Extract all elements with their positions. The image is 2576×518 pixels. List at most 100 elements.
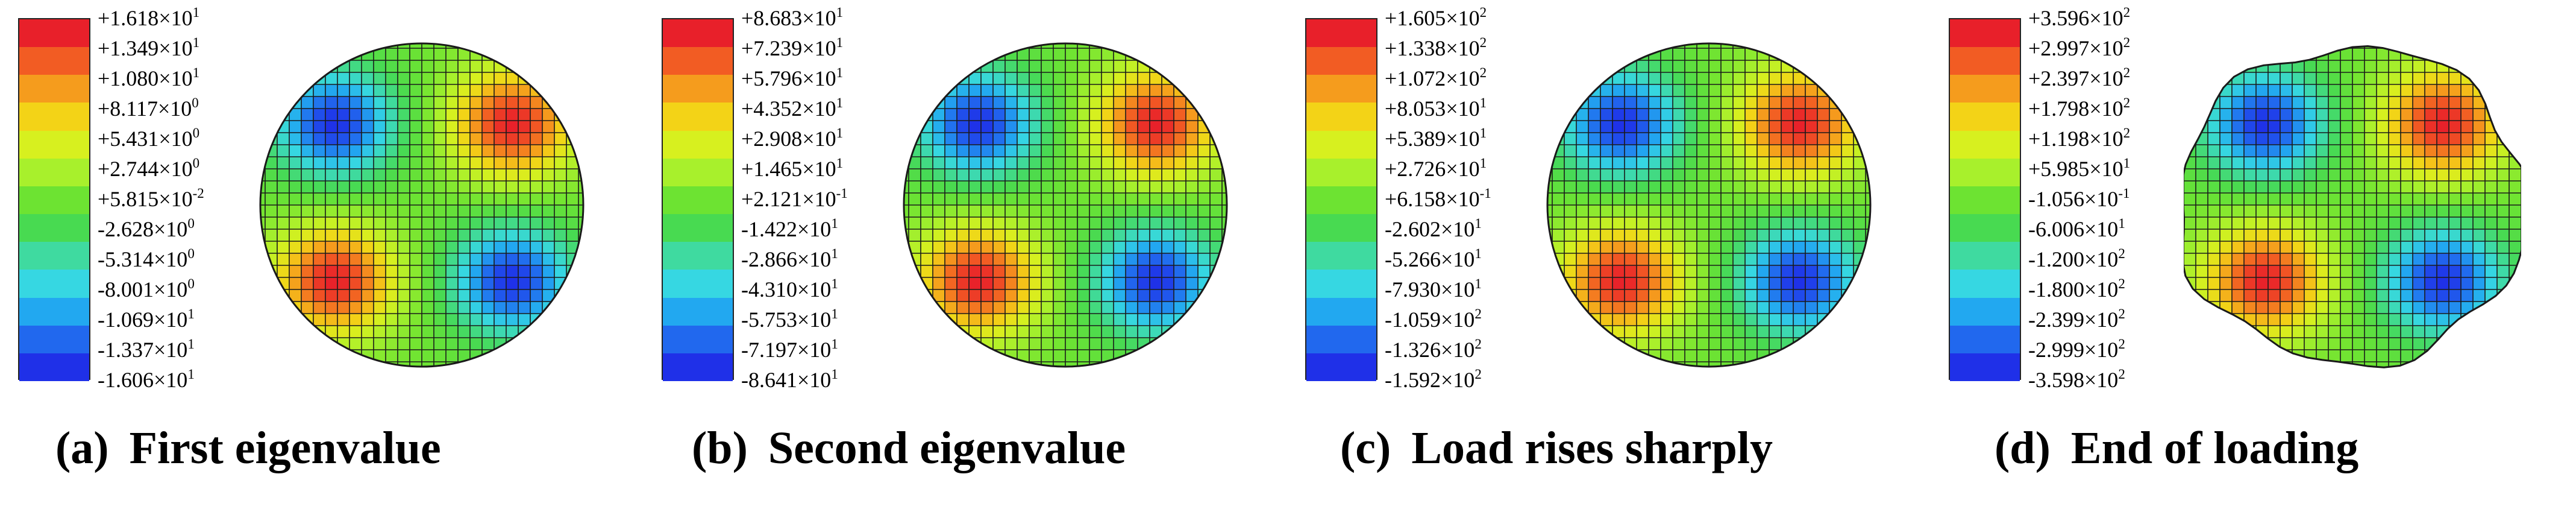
field-cell — [349, 133, 362, 145]
field-cell — [374, 362, 386, 367]
caption-text: End of loading — [2070, 423, 2359, 473]
field-cell — [494, 350, 507, 362]
field-cell — [945, 157, 957, 169]
field-cell — [494, 217, 507, 230]
field-cell — [1089, 338, 1102, 350]
field-cell — [1745, 289, 1758, 302]
field-cell — [289, 72, 302, 85]
field-cell — [566, 205, 579, 218]
field-cell — [530, 193, 543, 206]
field-cell — [957, 362, 970, 367]
field-cell — [1709, 121, 1722, 133]
legend-swatch — [663, 214, 733, 242]
field-cell — [1841, 96, 1854, 109]
field-cell — [1053, 43, 1066, 49]
field-cell — [518, 302, 531, 314]
field-cell — [1065, 326, 1078, 338]
field-cell — [1041, 205, 1054, 218]
field-cell — [566, 193, 579, 206]
field-cell — [2449, 338, 2462, 350]
field-cell — [506, 145, 519, 157]
field-cell — [1805, 265, 1818, 278]
field-cell — [1029, 60, 1042, 73]
field-cell — [1174, 48, 1186, 61]
field-cell — [362, 205, 374, 218]
field-cell — [2208, 72, 2220, 85]
field-cell — [398, 253, 410, 266]
field-cell — [2340, 314, 2353, 326]
field-cell — [1564, 72, 1577, 85]
field-cell — [301, 253, 314, 266]
field-cell — [1637, 181, 1649, 194]
field-cell — [1126, 43, 1138, 49]
field-cell — [2461, 338, 2474, 350]
field-cell — [1841, 48, 1854, 61]
field-cell — [2256, 84, 2269, 97]
field-cell — [2268, 289, 2281, 302]
field-cell — [1829, 169, 1842, 182]
field-cell — [578, 338, 583, 350]
field-cell — [2485, 229, 2498, 242]
field-cell — [542, 109, 555, 121]
field-cell — [2196, 96, 2208, 109]
field-cell — [289, 277, 302, 290]
field-cell — [1866, 157, 1870, 169]
field-cell — [2473, 46, 2486, 49]
field-cell — [1781, 133, 1794, 145]
field-cell — [1222, 145, 1227, 157]
field-cell — [2413, 326, 2425, 338]
field-cell — [325, 350, 338, 362]
field-cell — [398, 84, 410, 97]
field-cell — [470, 72, 483, 85]
field-cell — [1552, 157, 1565, 169]
field-cell — [2196, 362, 2208, 368]
field-cell — [945, 326, 957, 338]
caption-letter: (a) — [55, 423, 109, 473]
field-cell — [362, 289, 374, 302]
field-cell — [530, 169, 543, 182]
field-cell — [2364, 72, 2377, 85]
field-cell — [1210, 60, 1223, 73]
field-cell — [1588, 205, 1601, 218]
field-cell — [2509, 181, 2521, 194]
field-cell — [1588, 169, 1601, 182]
field-cell — [2220, 217, 2233, 230]
field-cell — [1637, 229, 1649, 242]
field-cell — [1781, 84, 1794, 97]
field-cell — [337, 362, 350, 367]
field-cell — [993, 277, 1006, 290]
field-cell — [1685, 338, 1697, 350]
field-cell — [1114, 157, 1126, 169]
field-cell — [542, 362, 555, 367]
field-cell — [1210, 277, 1223, 290]
field-cell — [1612, 314, 1625, 326]
field-cell — [337, 133, 350, 145]
field-cell — [2292, 302, 2305, 314]
field-cell — [2437, 229, 2449, 242]
field-cell — [458, 157, 471, 169]
field-cell — [2413, 253, 2425, 266]
field-cell — [530, 96, 543, 109]
field-cell — [1198, 205, 1211, 218]
field-cell — [993, 60, 1006, 73]
legend-label: -2.999×102 — [2028, 336, 2125, 362]
field-cell — [1552, 229, 1565, 242]
legend-label: +7.239×101 — [741, 35, 844, 60]
field-cell — [289, 157, 302, 169]
field-cell — [1065, 205, 1078, 218]
field-cell — [374, 338, 386, 350]
field-cell — [482, 314, 495, 326]
field-cell — [2485, 314, 2498, 326]
field-cell — [1781, 193, 1794, 206]
field-cell — [1102, 145, 1114, 157]
field-cell — [2364, 96, 2377, 109]
field-cell — [2509, 205, 2521, 218]
field-cell — [1547, 72, 1553, 85]
field-cell — [1162, 84, 1174, 97]
field-cell — [2352, 157, 2365, 169]
field-cell — [554, 302, 567, 314]
field-cell — [1138, 217, 1150, 230]
field-cell — [313, 314, 326, 326]
field-cell — [2401, 302, 2413, 314]
field-cell — [2184, 72, 2196, 85]
